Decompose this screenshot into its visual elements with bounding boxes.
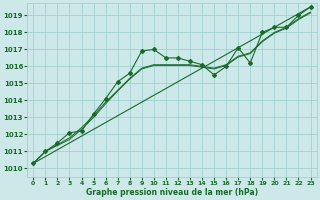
X-axis label: Graphe pression niveau de la mer (hPa): Graphe pression niveau de la mer (hPa) [86, 188, 258, 197]
